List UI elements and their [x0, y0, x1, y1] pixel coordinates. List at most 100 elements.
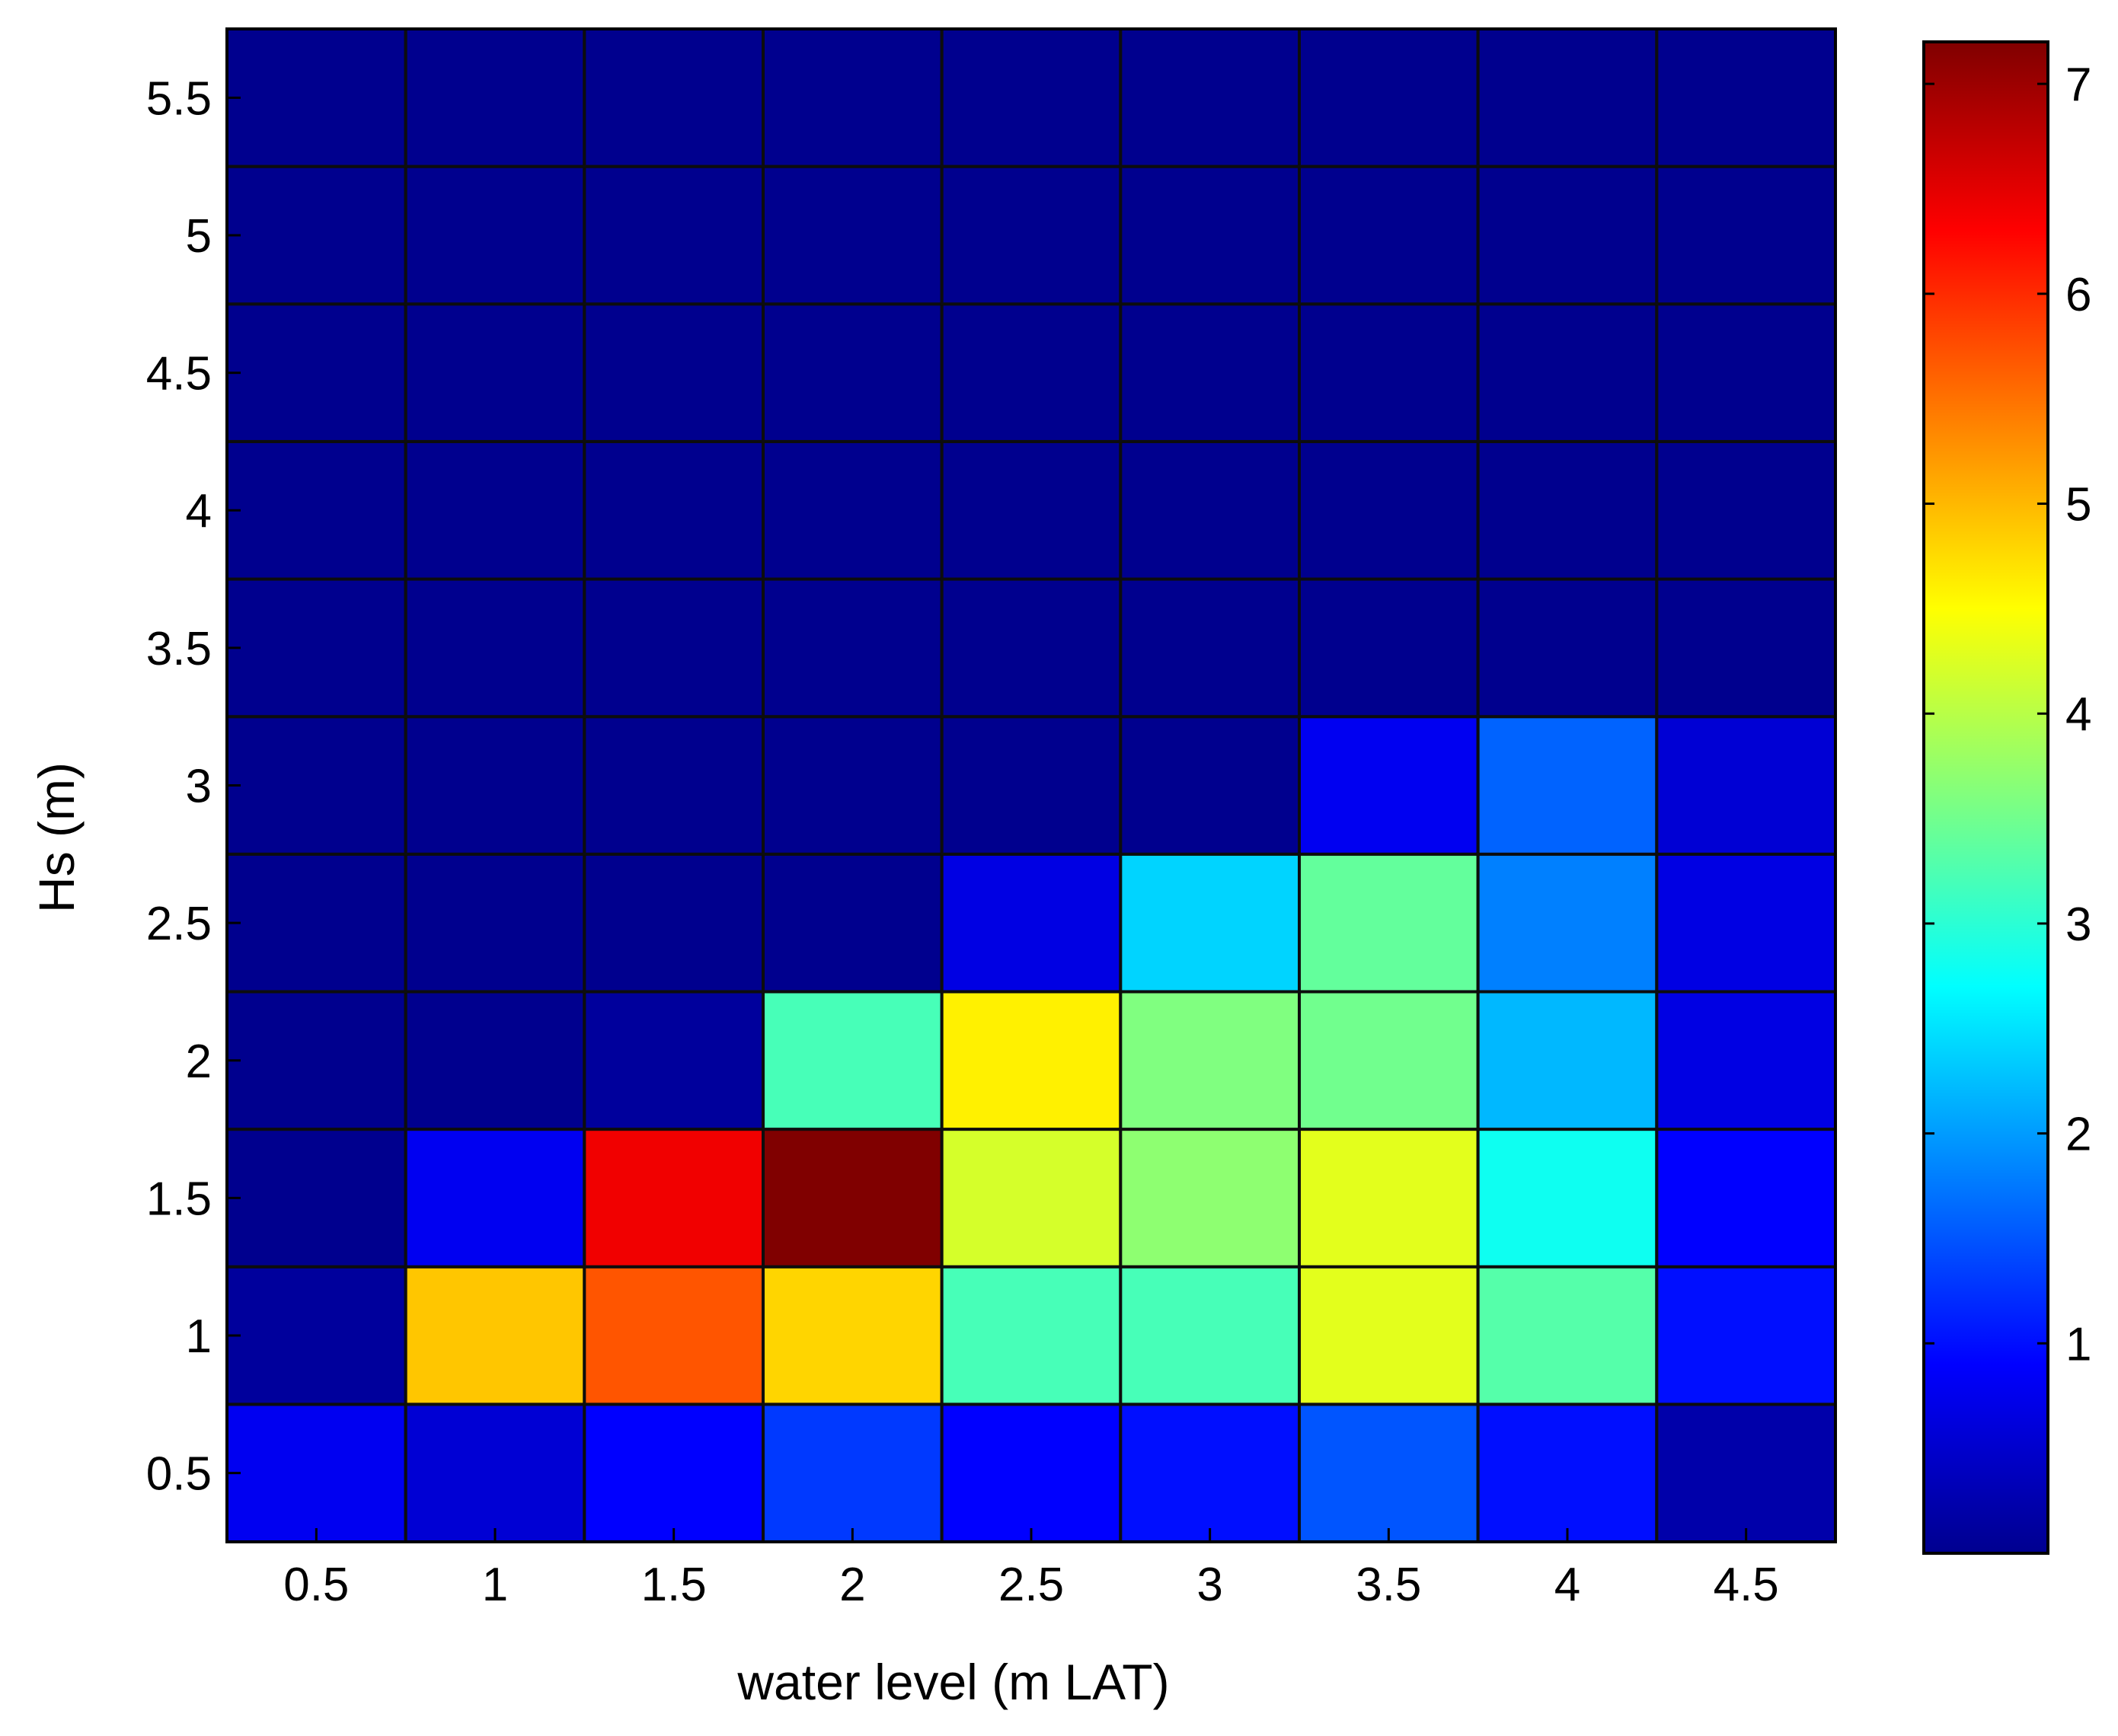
heatmap-cell — [225, 1128, 407, 1268]
x-tick-label: 3 — [1196, 1559, 1222, 1611]
heatmap-cell — [1655, 302, 1837, 443]
heatmap-cell — [583, 852, 765, 994]
colorbar: 1 2 3 4 5 6 7 — [1922, 40, 2091, 1555]
colorbar-tick-label: 6 — [2065, 269, 2091, 321]
heatmap-cell — [762, 302, 944, 443]
heatmap-cell — [583, 1265, 765, 1406]
y-tick-label: 4 — [186, 485, 212, 538]
y-tick-label: 1.5 — [146, 1173, 212, 1225]
heatmap-cell — [1655, 1265, 1837, 1406]
heatmap-cell — [1298, 27, 1480, 168]
heatmap-cell — [1298, 852, 1480, 994]
x-tick-label: 1.5 — [641, 1559, 707, 1611]
heatmap-cell — [1298, 164, 1480, 306]
heatmap-cell — [225, 1403, 407, 1544]
heatmap-cell — [762, 1265, 944, 1406]
heatmap-cell — [1655, 852, 1837, 994]
heatmap-cell — [1476, 715, 1659, 856]
heatmap-cell — [762, 715, 944, 856]
heatmap-cell — [940, 164, 1123, 306]
y-tick-label: 5 — [186, 210, 212, 263]
heatmap-cell — [1655, 27, 1837, 168]
colorbar-tick-label: 4 — [2065, 688, 2091, 741]
heatmap-cell — [583, 27, 765, 168]
heatmap-cell — [1476, 27, 1659, 168]
x-axis-title: water level (m LAT) — [736, 1654, 1169, 1710]
heatmap-cell — [1119, 27, 1302, 168]
y-tick-label: 1 — [186, 1310, 212, 1363]
heatmap-cell — [583, 1128, 765, 1268]
y-tick-label: 3 — [186, 761, 212, 813]
heatmap-cell — [762, 990, 944, 1131]
heatmap-cell — [1119, 164, 1302, 306]
y-tick-label: 2 — [186, 1036, 212, 1088]
heatmap-cell — [762, 1128, 944, 1268]
heatmap-cell — [762, 164, 944, 306]
heatmap-cell — [1476, 577, 1659, 719]
heatmap-cell — [1476, 302, 1659, 443]
heatmap-cell — [1119, 1265, 1302, 1406]
heatmap-cell — [762, 1403, 944, 1544]
heatmap-cell — [583, 164, 765, 306]
y-axis-ticks: 0.5 1 1.5 2 2.5 3 3.5 4 4.5 5 5.5 — [146, 72, 241, 1501]
heatmap-cell — [1298, 715, 1480, 856]
heatmap-cell — [1298, 1265, 1480, 1406]
heatmap-cell — [1655, 1403, 1837, 1544]
heatmap-cell — [583, 1403, 765, 1544]
heatmap-cell — [404, 1128, 586, 1268]
x-tick-label: 4.5 — [1714, 1559, 1779, 1611]
heatmap-cell — [940, 1128, 1123, 1268]
y-tick-label: 0.5 — [146, 1448, 212, 1501]
heatmap-cell — [1119, 1403, 1302, 1544]
heatmap-cell — [940, 302, 1123, 443]
y-tick-label: 2.5 — [146, 898, 212, 950]
y-tick-label: 5.5 — [146, 72, 212, 125]
heatmap-cell — [1655, 439, 1837, 581]
heatmap-cell — [1655, 164, 1837, 306]
heatmap-cell — [225, 27, 407, 168]
heatmap-cell — [1298, 439, 1480, 581]
heatmap-cell — [404, 715, 586, 856]
heatmap-cell — [583, 577, 765, 719]
heatmap-cell — [1298, 1403, 1480, 1544]
heatmap-cell — [762, 852, 944, 994]
heatmap-cell — [1476, 852, 1659, 994]
heatmap-cell — [762, 577, 944, 719]
heatmap-cell — [1298, 990, 1480, 1131]
heatmap-cell — [1655, 715, 1837, 856]
heatmap-cell — [225, 164, 407, 306]
heatmap-cell — [1476, 439, 1659, 581]
heatmap-cell — [1476, 1403, 1659, 1544]
x-tick-label: 3.5 — [1356, 1559, 1421, 1611]
heatmap-cell — [940, 1265, 1123, 1406]
heatmap-cell — [225, 577, 407, 719]
heatmap-cell — [762, 27, 944, 168]
colorbar-tick-label: 7 — [2065, 59, 2091, 111]
heatmap-cells — [225, 27, 1837, 1544]
heatmap-cell — [1119, 852, 1302, 994]
heatmap-cell — [1655, 990, 1837, 1131]
heatmap-cell — [404, 990, 586, 1131]
heatmap-cell — [1476, 1128, 1659, 1268]
heatmap-cell — [583, 990, 765, 1131]
heatmap-cell — [1119, 715, 1302, 856]
y-axis-title: Hs (m) — [28, 762, 85, 913]
heatmap-cell — [225, 302, 407, 443]
heatmap-cell — [225, 715, 407, 856]
colorbar-tick-label: 1 — [2065, 1318, 2091, 1371]
heatmap-cell — [762, 439, 944, 581]
x-tick-label: 4 — [1554, 1559, 1580, 1611]
heatmap-cell — [225, 1265, 407, 1406]
heatmap-cell — [1655, 1128, 1837, 1268]
heatmap-cell — [940, 715, 1123, 856]
heatmap-cell — [225, 990, 407, 1131]
x-tick-label: 2 — [839, 1559, 865, 1611]
heatmap-cell — [1655, 577, 1837, 719]
heatmap-cell — [404, 27, 586, 168]
heatmap-cell — [583, 715, 765, 856]
heatmap-cell — [940, 577, 1123, 719]
heatmap-cell — [1119, 1128, 1302, 1268]
heatmap-cell — [940, 27, 1123, 168]
heatmap-cell — [404, 577, 586, 719]
